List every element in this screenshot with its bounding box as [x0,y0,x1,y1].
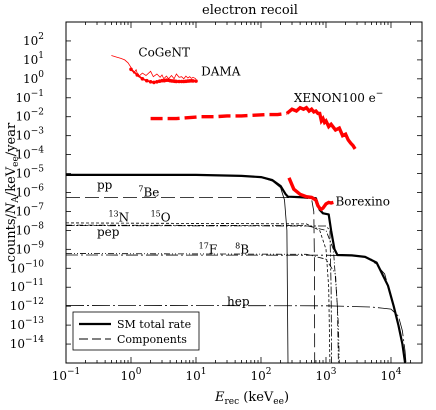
y-tick-label: 101 [23,51,44,67]
y-tick-label: 10−3 [15,127,44,143]
annotation-b8: 8B [235,242,249,257]
x-tick-label: 101 [185,367,206,383]
annotation-f17: 17F [199,242,218,257]
series-cogent [111,55,197,80]
x-tick-label: 102 [250,367,271,383]
y-tick-label: 10−4 [15,146,44,162]
plot-area [66,55,407,363]
series-xenon100-e [285,105,357,150]
x-tick-label: 10−1 [52,367,81,383]
y-tick-label: 100 [23,70,44,86]
y-tick-label: 10−10 [10,259,45,275]
series-borexino [287,177,334,212]
series-8b [66,254,406,363]
x-tick-label: 103 [315,367,336,383]
series-13n [66,222,331,363]
annotation-borexino: Borexino [335,195,389,209]
series-dama-trend [130,68,197,84]
annotation-xenon: XENON100 e− [294,89,384,105]
y-tick-label: 10−9 [15,240,44,256]
annotation-o15: 15O [151,209,171,224]
x-axis-title: Erec (keVee) [214,390,289,405]
y-tick-label: 10−12 [10,297,44,313]
axes: 10−1 100 101 102 103 104 102 100 10−2 10−4 10−6 10−… [4,21,423,407]
series-xenon100-e-low [150,111,288,121]
chart-title: electron recoil [202,3,298,18]
series-7be [66,196,316,363]
annotations: CoGeNT DAMA XENON100 e− Borexino pp 7Be 13N 15O… [97,46,390,309]
annotation-hep: hep [227,294,250,308]
legend: SM total rate Components [72,311,200,351]
y-tick-label: 10−8 [15,221,44,237]
x-tick-label: 104 [380,367,401,383]
y-tick-label: 102 [23,32,44,48]
y-tick-label: 10−2 [15,108,44,124]
annotation-cogent: CoGeNT [138,46,190,60]
series-hep [66,304,407,363]
y-tick-label: 10−6 [15,184,44,200]
series-pep [66,225,332,363]
annotation-pep: pep [97,225,120,239]
annotation-dama: DAMA [201,64,241,78]
series-17f [66,253,340,363]
annotation-be7: 7Be [138,185,159,200]
y-tick-label: 10−14 [10,335,45,351]
y-tick-label: 10−1 [15,89,44,105]
annotation-pp: pp [97,178,113,192]
y-tick-label: 10−13 [10,316,45,332]
legend-box [72,311,200,351]
x-tick-label: 100 [120,367,141,383]
annotation-n13: 13N [108,209,129,224]
y-tick-label: 10−7 [15,202,44,218]
legend-label-1: Components [117,333,187,346]
legend-label-0: SM total rate [117,318,191,331]
y-tick-label: 10−11 [10,278,44,294]
y-axis-title: counts/NA/keVee/year [4,122,21,262]
series-pp [66,174,289,363]
y-tick-label: 10−5 [15,165,44,181]
